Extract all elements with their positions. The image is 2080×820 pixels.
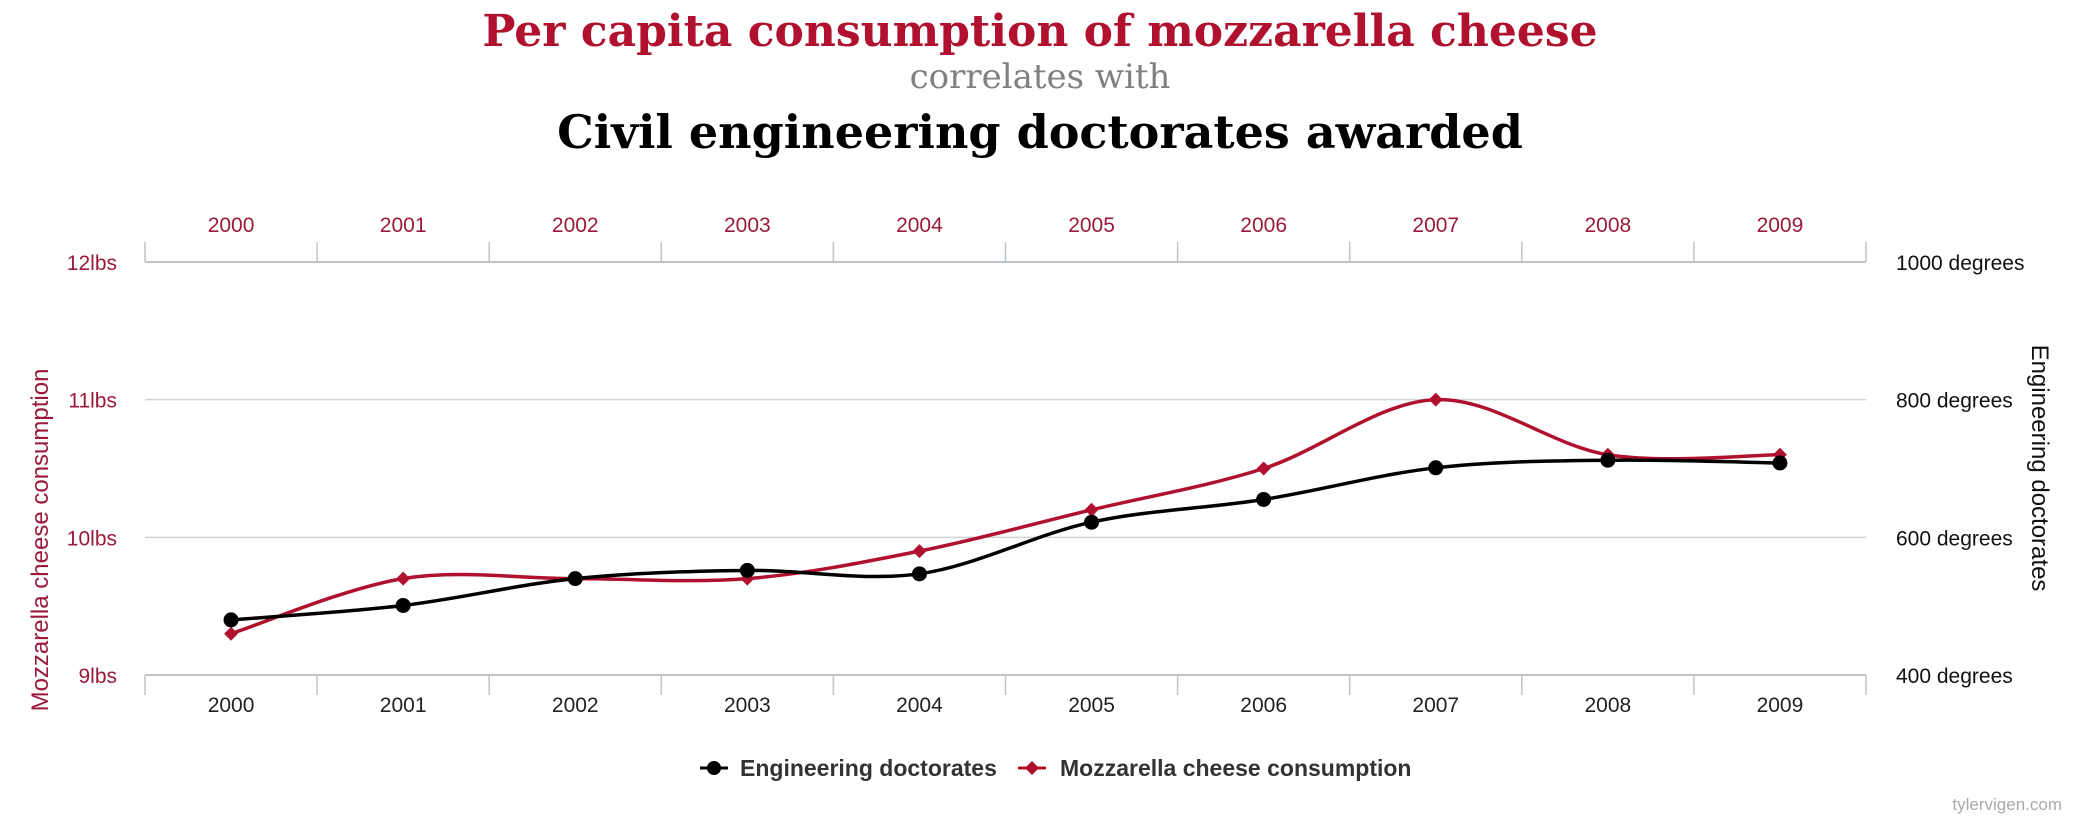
point-engineering-2003[interactable]	[739, 562, 755, 578]
top-x-tick-2004: 2004	[896, 214, 943, 237]
right-y-tick-0: 400 degrees	[1896, 665, 2013, 688]
bottom-x-tick-2008: 2008	[1584, 694, 1631, 717]
right-y-tick-2: 800 degrees	[1896, 390, 2013, 413]
bottom-x-tick-2004: 2004	[896, 694, 943, 717]
point-mozzarella-2005[interactable]	[1084, 502, 1099, 517]
top-x-tick-2008: 2008	[1584, 214, 1631, 237]
legend-item-mozzarella[interactable]: Mozzarella cheese consumption	[1018, 755, 1411, 781]
point-engineering-2004[interactable]	[911, 566, 927, 582]
left-axis-title: Mozzarella cheese consumption	[27, 369, 54, 712]
top-x-tick-2003: 2003	[724, 214, 771, 237]
bottom-x-tick-2005: 2005	[1068, 694, 1115, 717]
point-mozzarella-2007[interactable]	[1428, 392, 1443, 407]
bottom-x-tick-2003: 2003	[724, 694, 771, 717]
point-engineering-2000[interactable]	[223, 612, 239, 628]
left-y-tick-3: 12lbs	[67, 252, 117, 275]
point-mozzarella-2006[interactable]	[1256, 461, 1271, 476]
point-mozzarella-2001[interactable]	[396, 571, 411, 586]
legend-item-engineering[interactable]: Engineering doctorates	[700, 755, 997, 781]
left-y-tick-labels: 9lbs 10lbs 11lbs 12lbs	[67, 252, 117, 688]
left-y-tick-1: 10lbs	[67, 527, 117, 550]
right-y-tick-labels: 400 degrees 600 degrees 800 degrees 1000 de…	[1896, 252, 2024, 688]
top-x-tick-2006: 2006	[1240, 214, 1287, 237]
point-mozzarella-2004[interactable]	[912, 544, 927, 559]
chart-title: Per capita consumption of mozzarella che…	[482, 6, 1597, 57]
bottom-x-tick-2009: 2009	[1757, 694, 1804, 717]
bottom-x-tick-2000: 2000	[208, 694, 255, 717]
legend-label-engineering: Engineering doctorates	[740, 755, 997, 781]
bottom-x-tick-2006: 2006	[1240, 694, 1287, 717]
left-y-tick-0: 9lbs	[78, 665, 117, 688]
top-x-tick-2005: 2005	[1068, 214, 1115, 237]
point-engineering-2009[interactable]	[1772, 455, 1788, 471]
top-x-tick-2002: 2002	[552, 214, 599, 237]
credit-text[interactable]: tylervigen.com	[1952, 795, 2062, 814]
series-engineering	[223, 452, 1788, 628]
top-x-tick-2009: 2009	[1757, 214, 1804, 237]
chart-subtitle: correlates with	[910, 57, 1171, 97]
right-y-tick-1: 600 degrees	[1896, 527, 2013, 550]
point-engineering-2005[interactable]	[1084, 514, 1100, 530]
left-y-tick-2: 11lbs	[68, 390, 117, 413]
series-line-engineering	[230, 458, 1780, 622]
right-axis-title: Engineering doctorates	[2026, 345, 2053, 592]
bottom-x-tick-2001: 2001	[380, 694, 427, 717]
legend-marker-engineering	[707, 761, 721, 775]
top-x-tick-2000: 2000	[208, 214, 255, 237]
bottom-x-tick-2007: 2007	[1412, 694, 1459, 717]
point-mozzarella-2000[interactable]	[224, 626, 239, 641]
point-engineering-2008[interactable]	[1600, 452, 1616, 468]
legend-label-mozzarella: Mozzarella cheese consumption	[1060, 755, 1411, 781]
bottom-x-tick-labels: 2000 2001 2002 2003 2004 2005 2006 2007 2008 2009	[208, 694, 1804, 717]
point-engineering-2001[interactable]	[395, 597, 411, 613]
top-x-tick-2007: 2007	[1412, 214, 1459, 237]
series-mozzarella	[224, 392, 1787, 641]
top-x-tick-2001: 2001	[380, 214, 427, 237]
top-x-tick-labels: 2000 2001 2002 2003 2004 2005 2006 2007 2008 2009	[208, 214, 1804, 237]
point-engineering-2006[interactable]	[1256, 491, 1272, 507]
point-engineering-2002[interactable]	[567, 571, 583, 587]
point-engineering-2007[interactable]	[1428, 460, 1444, 476]
bottom-x-tick-2002: 2002	[552, 694, 599, 717]
axes	[144, 242, 1867, 695]
grid-lines	[145, 261, 1866, 676]
series-layer	[223, 392, 1788, 641]
series-line-mozzarella	[230, 397, 1780, 636]
legend-marker-mozzarella	[1025, 761, 1039, 775]
chart-secondary-title: Civil engineering doctorates awarded	[557, 105, 1523, 159]
legend[interactable]: Engineering doctorates Mozzarella cheese…	[700, 755, 1411, 781]
right-y-tick-3: 1000 degrees	[1896, 252, 2024, 275]
